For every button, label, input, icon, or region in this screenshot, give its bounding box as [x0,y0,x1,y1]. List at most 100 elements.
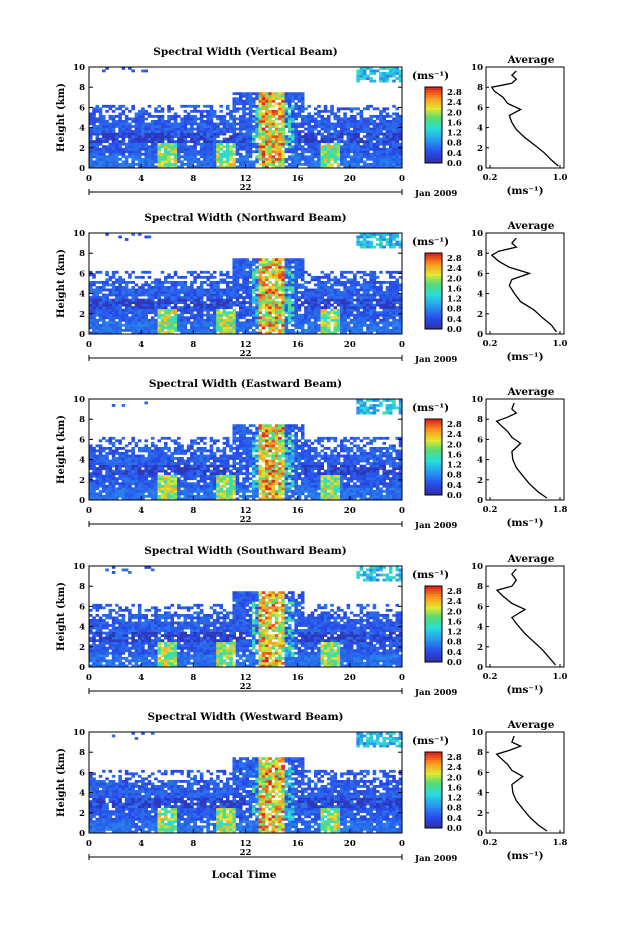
heatmap-cell [327,150,331,154]
heatmap-cell [209,321,214,325]
heatmap-cell [382,318,386,322]
heatmap-cell [297,321,302,325]
heatmap-cell [102,125,106,128]
heatmap-cell [121,130,126,133]
heatmap-cell [323,331,328,335]
heatmap-cell [375,147,380,151]
heatmap-cell [294,162,298,166]
heatmap-cell [261,165,266,169]
heatmap-cell [385,79,390,83]
heatmap-cell [278,273,282,277]
heatmap-cell [170,165,175,169]
heatmap-cell [144,323,148,327]
heatmap-cell [108,298,113,302]
heatmap-cell [340,326,344,330]
heatmap-cell [353,313,357,317]
heatmap-cell [121,67,126,70]
heatmap-cell [206,104,210,108]
heatmap-cell [111,104,116,108]
heatmap-cell [245,306,250,310]
heatmap-cell [163,155,168,159]
heatmap-cell [291,140,295,144]
heatmap-cell [229,313,233,317]
heatmap-cell [92,109,96,113]
heatmap-cell [203,165,207,169]
heatmap-cell [170,316,175,320]
heatmap-cell [150,323,155,327]
heatmap-cell [235,107,240,111]
heatmap-cell [372,316,377,320]
heatmap-cell [291,258,295,262]
heatmap-cell [209,298,214,302]
heatmap-cell [147,283,152,287]
heatmap-cell [163,301,168,304]
heatmap-cell [160,321,165,325]
heatmap-cell [92,489,96,493]
heatmap-cell [281,94,285,98]
colorbar-swatch [425,114,442,118]
heatmap-cell [265,132,269,136]
heatmap-cell [362,120,367,123]
heatmap-cell [291,165,295,169]
heatmap-cell [196,318,201,322]
heatmap-cell [278,260,282,264]
heatmap-cell [248,97,253,101]
heatmap-cell [300,150,305,154]
heatmap-cell [297,298,302,302]
heatmap-cell [398,157,403,161]
colorbar-swatch [425,147,442,151]
heatmap-cell [222,145,227,149]
heatmap-cell [287,107,292,111]
heatmap-cell [346,311,351,315]
colorbar-tick-label: 0.8 [447,139,462,149]
heatmap-cell [398,132,403,136]
heatmap-cell [147,487,152,491]
heatmap-cell [353,298,357,302]
heatmap-cell [252,316,256,320]
heatmap-cell [147,130,152,133]
heatmap-cell [320,321,325,325]
colorbar-swatch [425,323,442,327]
heatmap-cell [238,125,243,128]
heatmap-cell [232,286,237,289]
heatmap-cell [154,489,158,493]
heatmap-cell [398,306,403,310]
heatmap-cell [150,280,155,284]
heatmap-cell [95,472,100,476]
heatmap-cell [173,120,178,123]
heatmap-cell [95,462,100,465]
heatmap-cell [274,326,279,330]
heatmap-cell [177,318,181,322]
heatmap-cell [115,293,119,297]
panel-title: Spectral Width (Northward Beam) [144,212,346,224]
heatmap-cell [102,288,106,292]
heatmap-cell [242,321,246,325]
heatmap-cell [98,122,103,126]
heatmap-cell [353,286,357,289]
heatmap-cell [248,114,253,118]
heatmap-cell [242,291,246,294]
heatmap-cell [108,441,113,445]
heatmap-cell [362,107,367,111]
heatmap-cell [160,140,165,144]
heatmap-cell [252,318,256,322]
heatmap-cell [392,243,396,246]
heatmap-cell [287,92,292,96]
heatmap-cell [131,291,135,294]
heatmap-cell [268,114,272,118]
heatmap-cell [131,125,135,128]
heatmap-cell [154,459,158,463]
heatmap-cell [193,326,197,330]
heatmap-cell [265,112,269,116]
heatmap-cell [366,291,370,294]
heatmap-cell [248,92,253,96]
heatmap-cell [271,122,276,126]
heatmap-cell [92,150,96,154]
heatmap-cell [157,157,162,161]
heatmap-cell [124,472,129,476]
heatmap-cell [336,283,341,287]
heatmap-cell [291,137,295,141]
heatmap-cell [137,125,142,128]
heatmap-cell [310,321,315,325]
heatmap-cell [340,296,344,299]
